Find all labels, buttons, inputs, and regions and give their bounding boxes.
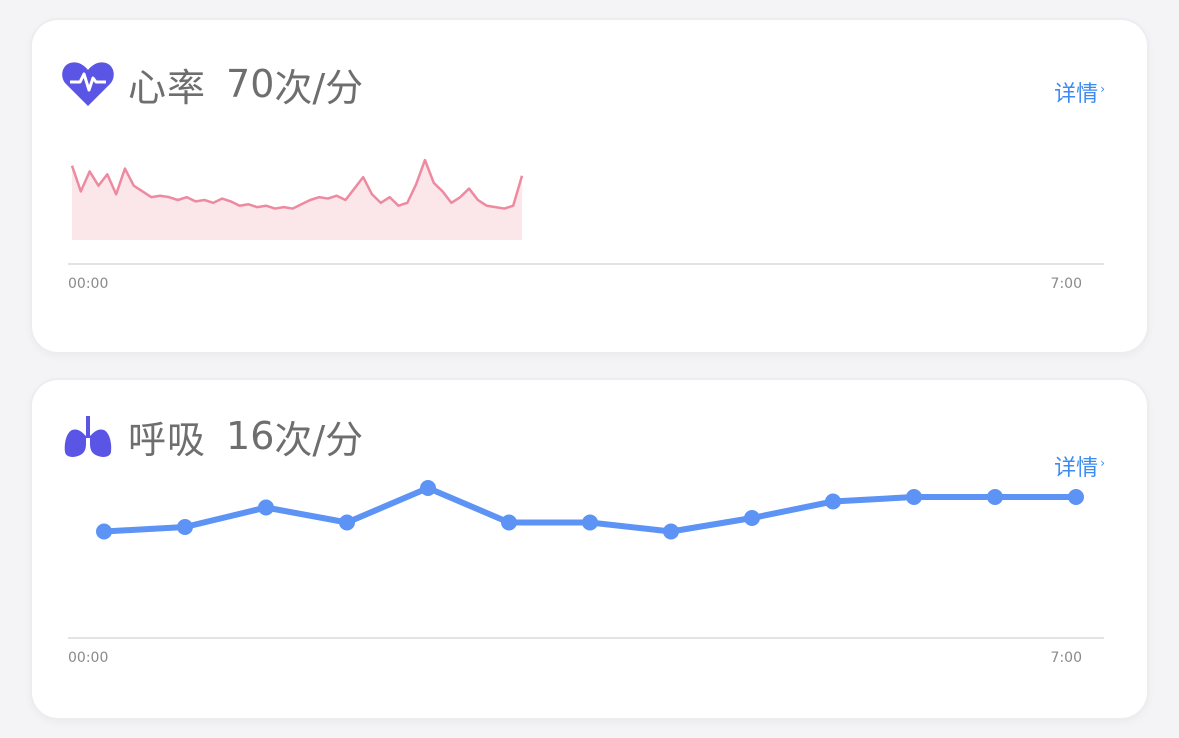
heart-rate-header: 心率 70 次/分 (58, 54, 363, 114)
respiration-point-2 (258, 499, 274, 516)
respiration-point-5 (501, 514, 517, 531)
heart-rate-series-line (70, 158, 524, 210)
respiration-chart: 00:00 7:00 (68, 480, 1104, 666)
heart-rate-chart: 00:00 7:00 (68, 158, 1104, 292)
respiration-unit: 次/分 (274, 417, 364, 462)
heart-rate-unit: 次/分 (274, 65, 364, 110)
heart-rate-detail-label: 详情 (1054, 82, 1099, 107)
respiration-point-7 (663, 523, 679, 540)
respiration-point-0 (96, 523, 112, 540)
chevron-right-icon: › (1100, 455, 1105, 470)
respiration-point-4 (420, 480, 436, 496)
respiration-header: 呼吸 16 次/分 (58, 406, 363, 466)
heart-rate-value: 70 (226, 62, 275, 106)
heart-rate-detail-link[interactable]: 详情 › (1054, 76, 1105, 108)
respiration-value: 16 (226, 414, 275, 458)
respiration-point-6 (582, 514, 598, 531)
respiration-point-11 (987, 489, 1003, 505)
respiration-title: 呼吸 (128, 417, 207, 462)
respiration-point-10 (906, 489, 922, 505)
respiration-x-end-label: 7:00 (1051, 650, 1082, 666)
heart-icon (58, 54, 118, 114)
heart-rate-area-fill (72, 160, 522, 240)
chevron-right-icon: › (1100, 81, 1105, 96)
respiration-point-9 (825, 493, 841, 510)
heart-rate-x-start-label: 00:00 (68, 276, 108, 292)
respiration-point-12 (1068, 489, 1084, 505)
heart-rate-card: 心率 70 次/分 详情 › 00:00 7:00 (32, 20, 1147, 352)
respiration-point-3 (339, 514, 355, 531)
heart-rate-title: 心率 (128, 65, 207, 110)
respiration-detail-label: 详情 (1054, 456, 1099, 481)
respiration-x-start-label: 00:00 (68, 650, 108, 666)
respiration-point-1 (177, 519, 193, 535)
respiration-detail-link[interactable]: 详情 › (1054, 450, 1105, 482)
lungs-icon (58, 406, 118, 466)
respiration-card: 呼吸 16 次/分 详情 › 00:00 7:00 (32, 380, 1147, 718)
respiration-point-8 (744, 510, 760, 526)
heart-rate-x-end-label: 7:00 (1051, 276, 1082, 292)
